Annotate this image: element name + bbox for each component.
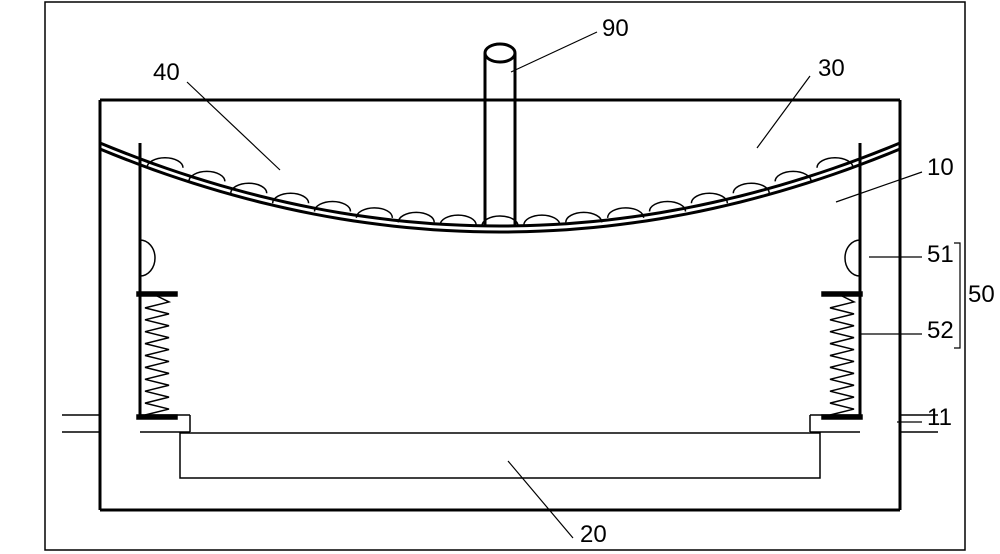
bump-left bbox=[140, 240, 155, 276]
bump-right bbox=[845, 240, 860, 276]
label-40: 40 bbox=[153, 59, 180, 86]
label-11: 11 bbox=[927, 404, 952, 431]
label-52: 52 bbox=[927, 317, 954, 344]
spindle-cap bbox=[485, 44, 515, 62]
leader-30 bbox=[757, 76, 810, 148]
leader-10 bbox=[836, 172, 922, 202]
leader-20 bbox=[508, 461, 573, 538]
label-20: 20 bbox=[580, 521, 607, 548]
page-frame bbox=[45, 2, 965, 550]
label-51: 51 bbox=[927, 241, 954, 268]
leader-90 bbox=[511, 32, 597, 72]
top-panel-upper bbox=[100, 143, 900, 226]
label-10: 10 bbox=[927, 154, 954, 181]
label-50: 50 bbox=[968, 281, 995, 308]
bracket-50 bbox=[954, 243, 960, 348]
label-90: 90 bbox=[602, 15, 629, 42]
technical-diagram: 90 30 40 10 51 52 11 20 50 bbox=[0, 0, 1000, 554]
leader-40 bbox=[187, 82, 280, 170]
bottom-slab bbox=[180, 433, 820, 478]
label-30: 30 bbox=[818, 55, 845, 82]
top-panel-lower bbox=[100, 149, 900, 232]
